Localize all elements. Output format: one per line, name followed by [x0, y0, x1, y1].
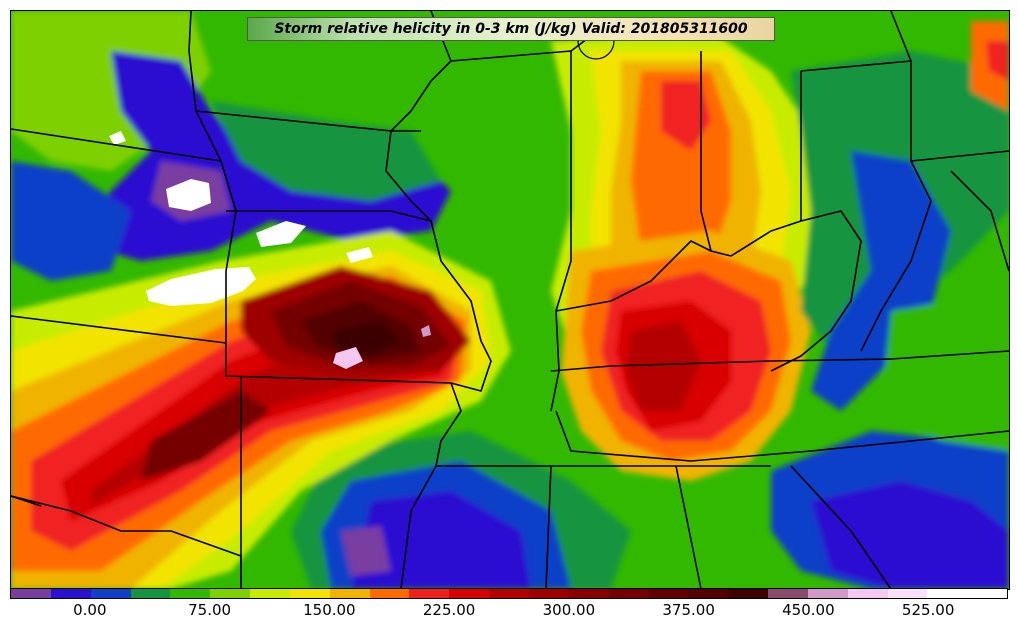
colorbar-segment: [210, 589, 251, 598]
patch-white-large: [146, 267, 256, 306]
field-north-red: [661, 81, 711, 151]
colorbar-labels: 0.00 75.00 150.00 225.00 300.00 375.00 450.00 5…: [10, 601, 1008, 625]
colorbar-segment: [130, 589, 171, 598]
patch-pink-small: [421, 325, 431, 337]
colorbar-segment: [927, 589, 968, 598]
colorbar-segment: [489, 589, 529, 598]
colorbar-segment: [90, 589, 131, 598]
colorbar-segment: [608, 589, 649, 598]
field-east-green: [881, 291, 1009, 451]
patch-white-mid: [256, 221, 306, 247]
colorbar-segment: [768, 589, 808, 598]
field-south-indigo: [351, 491, 531, 589]
colorbar-segment: [449, 589, 490, 598]
field-west-blue: [11, 161, 131, 281]
colorbar-tick-label: 450.00: [782, 601, 835, 619]
field-nw-darkgreen: [211, 101, 441, 201]
colorbar-segment: [329, 589, 370, 598]
colorbar-segment: [648, 589, 689, 598]
field-sw-core: [331, 321, 401, 356]
field-ne-red: [986, 41, 1009, 81]
field-se-indigo: [811, 481, 1009, 589]
colorbar-segment: [250, 589, 290, 598]
colorbar-tick-label: 375.00: [662, 601, 715, 619]
colorbar-segment: [11, 589, 51, 598]
field-east-blue: [811, 151, 951, 411]
colorbar-segment: [289, 589, 330, 598]
patch-pink-core: [333, 347, 363, 369]
colorbar-tick-label: 0.00: [73, 601, 107, 619]
colorbar-segment: [568, 589, 609, 598]
colorbar-segment: [728, 589, 769, 598]
colorbar-tick-label: 525.00: [901, 601, 955, 619]
colorbar-segment: [409, 589, 450, 598]
colorbar-segment: [887, 589, 928, 598]
patch-white-nw: [166, 179, 211, 211]
colorbar-segment: [369, 589, 410, 598]
field-south-purple: [341, 526, 391, 576]
colorbar-tick-label: 75.00: [188, 601, 232, 619]
field-tx-maroon: [141, 391, 271, 481]
colorbar-segment: [528, 589, 569, 598]
colorbar-segment: [967, 589, 1008, 598]
map-title: Storm relative helicity in 0-3 km (J/kg)…: [247, 17, 775, 41]
patch-white-nw2: [109, 131, 126, 145]
colorbar-segment: [170, 589, 211, 598]
colorbar-tick-label: 150.00: [303, 601, 356, 619]
colorbar-segment: [807, 589, 848, 598]
colorbar: [10, 588, 1008, 599]
colorbar-tick-label: 300.00: [542, 601, 596, 619]
colorbar-tick-label: 225.00: [422, 601, 476, 619]
colorbar-segment: [688, 589, 729, 598]
colorbar-segment: [50, 589, 91, 598]
helicity-map: [11, 11, 1009, 589]
field-ky-crimson: [626, 321, 701, 411]
patch-white-small: [346, 247, 373, 263]
colorbar-segment: [847, 589, 888, 598]
map-panel: Storm relative helicity in 0-3 km (J/kg)…: [10, 10, 1010, 590]
state-boundaries: [11, 11, 1009, 589]
